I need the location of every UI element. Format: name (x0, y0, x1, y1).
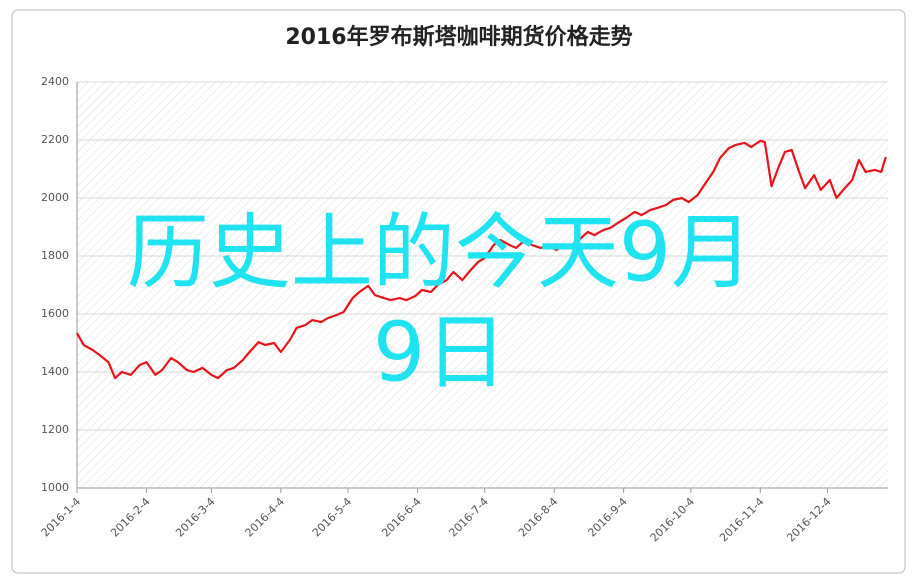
y-tick-label: 1400 (41, 365, 69, 378)
series (76, 139, 887, 380)
y-tick-label: 1800 (41, 249, 69, 262)
y-tick-label: 1600 (41, 307, 69, 320)
overlay-text: 9日 (373, 305, 507, 400)
y-tick-label: 1200 (41, 423, 69, 436)
chart-title: 2016年罗布斯塔咖啡期货价格走势 (285, 24, 632, 50)
y-tick-label: 1000 (41, 481, 69, 494)
plot-background (77, 82, 888, 488)
y-tick-label: 2000 (41, 191, 69, 204)
y-tick-label: 2200 (41, 133, 69, 146)
price-line (76, 139, 887, 380)
overlay-text: 历史上的今天9月 (127, 205, 753, 300)
y-tick-label: 2400 (41, 75, 69, 88)
